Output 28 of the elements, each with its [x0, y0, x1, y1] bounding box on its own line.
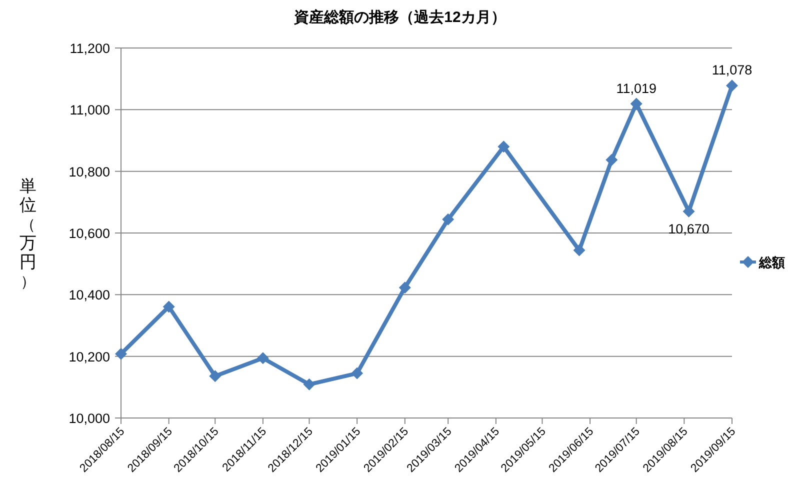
- point: [351, 367, 364, 380]
- point: [115, 348, 127, 360]
- point: [498, 140, 510, 153]
- point: [573, 244, 586, 256]
- point: [606, 154, 618, 166]
- y-tick-label: 10,600: [68, 226, 110, 241]
- point: [630, 98, 642, 110]
- y-tick-label: 11,200: [70, 41, 110, 56]
- y-tick-label: 10,000: [68, 411, 110, 426]
- point: [303, 378, 316, 390]
- legend-label: 総額: [758, 255, 785, 270]
- legend: 総額: [740, 255, 785, 270]
- chart-title: 資産総額の推移（過去12カ月）: [293, 8, 506, 26]
- y-axis-title: 単位（万円）: [20, 176, 36, 290]
- y-tick-label: 11,000: [70, 102, 110, 118]
- point: [682, 205, 695, 218]
- point: [442, 213, 454, 226]
- point: [398, 282, 411, 294]
- data-label: 10,670: [668, 221, 710, 236]
- point: [256, 352, 269, 364]
- y-tick-label: 10,400: [68, 288, 110, 303]
- data-label: 11,078: [712, 62, 752, 78]
- y-tick-label: 10,200: [68, 349, 110, 364]
- point: [209, 370, 222, 382]
- point: [726, 80, 738, 92]
- point: [162, 300, 175, 313]
- data-label: 11,019: [616, 80, 656, 96]
- y-tick-label: 10,800: [68, 164, 110, 180]
